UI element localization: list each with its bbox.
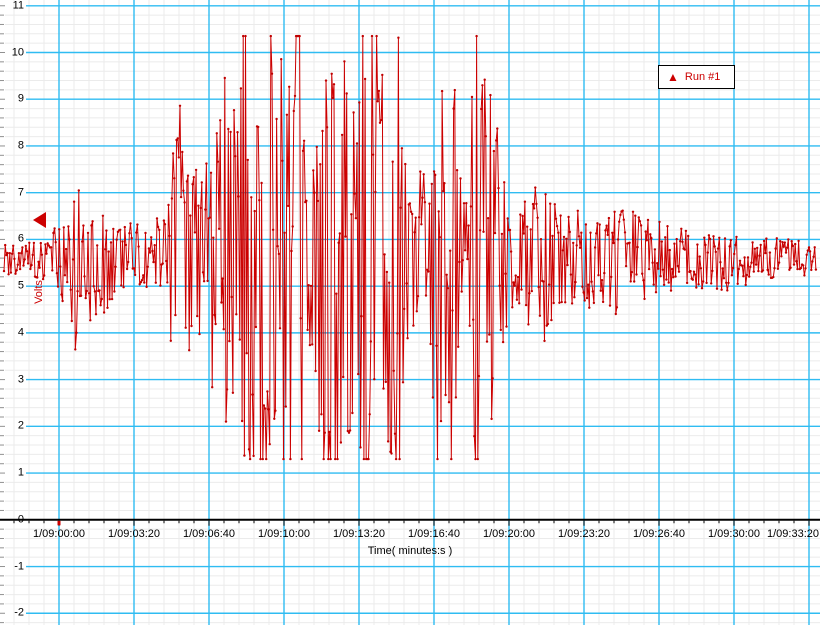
y-tick-label: 11	[12, 0, 24, 12]
y-tick-label: 6	[17, 232, 24, 245]
level-marker-triangle-icon[interactable]	[33, 212, 46, 228]
x-tick-label: 1/09:26:40	[633, 528, 685, 540]
x-tick-label: 1/09:30:00	[708, 528, 760, 540]
legend-box[interactable]: ▲ Run #1	[658, 65, 735, 89]
trigger-tick	[57, 520, 61, 526]
y-axis-title: Volts	[33, 280, 45, 304]
legend-triangle-icon: ▲	[667, 70, 679, 84]
y-tick-label: 10	[11, 46, 24, 58]
series-points	[2, 34, 818, 461]
y-tick-label: 9	[17, 92, 24, 105]
y-tick-label: 5	[17, 279, 24, 292]
y-axis-edge-ticks	[0, 5, 5, 624]
y-tick-label: 1	[17, 466, 24, 479]
x-tick-label: 1/09:33:20	[767, 528, 819, 540]
x-tick-label: 1/09:20:00	[483, 528, 535, 540]
x-tick-label: 1/09:00:00	[33, 528, 85, 540]
x-tick-label: 1/09:23:20	[558, 528, 610, 540]
x-tick-label: 1/09:16:40	[408, 528, 460, 540]
y-tick-label: 7	[17, 186, 24, 199]
y-tick-label: 8	[17, 139, 24, 152]
y-tick-label: 4	[17, 326, 24, 339]
legend-label: Run #1	[684, 71, 721, 83]
x-axis-ticks	[13, 520, 810, 526]
x-tick-label: 1/09:13:20	[333, 528, 385, 540]
x-tick-label: 1/09:03:20	[108, 528, 160, 540]
x-axis-title: Time( minutes:s )	[367, 545, 453, 557]
y-tick-label: -2	[14, 606, 24, 619]
y-tick-label: 0	[17, 513, 24, 526]
y-tick-label: -1	[14, 560, 24, 573]
x-tick-label: 1/09:06:40	[183, 528, 235, 540]
y-tick-label: 2	[17, 419, 24, 432]
y-tick-label: 3	[17, 373, 24, 386]
x-tick-label: 1/09:10:00	[258, 528, 310, 540]
